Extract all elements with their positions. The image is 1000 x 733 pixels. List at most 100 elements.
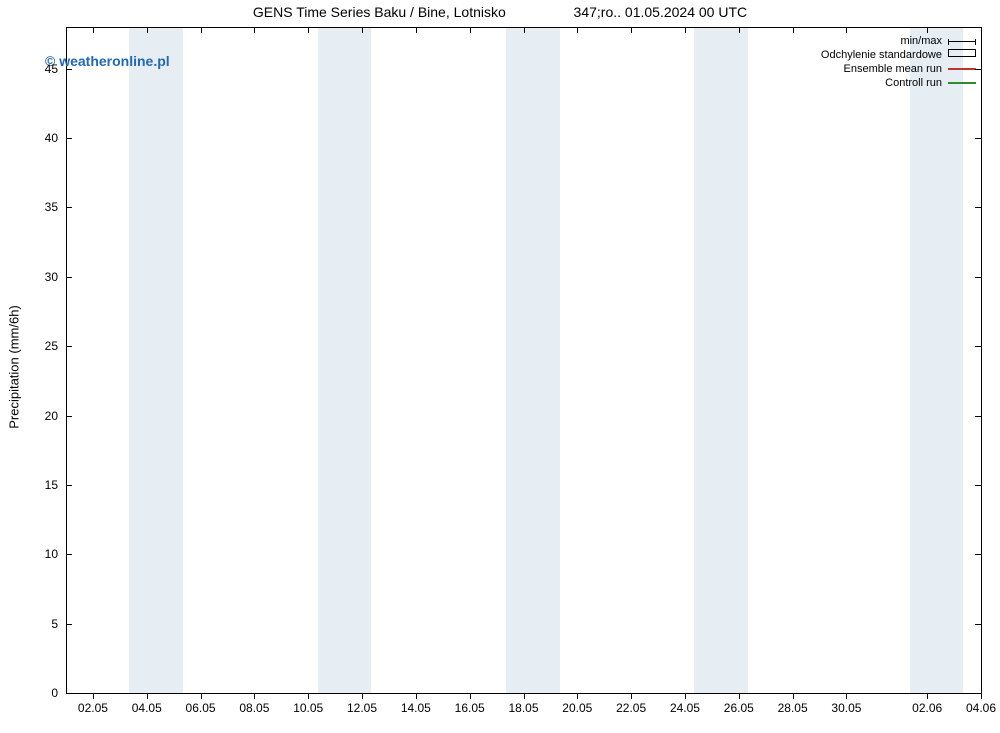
y-tick-mark [66, 69, 72, 70]
x-tick-mark [201, 27, 202, 33]
x-tick-mark [362, 693, 363, 699]
x-tick-mark [308, 27, 309, 33]
x-tick-label: 12.05 [347, 701, 377, 715]
x-tick-mark [739, 693, 740, 699]
y-tick-label: 5 [28, 617, 58, 631]
y-tick-mark [66, 277, 72, 278]
y-axis-line [66, 27, 67, 693]
legend-swatch [948, 49, 976, 57]
x-tick-mark [739, 27, 740, 33]
x-tick-label: 20.05 [562, 701, 592, 715]
x-tick-mark [793, 27, 794, 33]
x-tick-mark [308, 693, 309, 699]
x-tick-mark [685, 27, 686, 33]
x-tick-mark [147, 693, 148, 699]
y-tick-label: 20 [28, 409, 58, 423]
y-tick-mark [975, 207, 981, 208]
x-tick-label: 16.05 [455, 701, 485, 715]
y-tick-mark [66, 624, 72, 625]
y-tick-mark [975, 346, 981, 347]
y-tick-mark [66, 346, 72, 347]
x-tick-label: 02.06 [912, 701, 942, 715]
legend-item: Odchylenie standardowe [821, 48, 976, 62]
x-tick-mark [362, 27, 363, 33]
x-tick-mark [981, 693, 982, 699]
x-tick-mark [927, 27, 928, 33]
x-tick-mark [981, 27, 982, 33]
legend-label: Ensemble mean run [844, 63, 942, 75]
y-tick-label: 45 [28, 62, 58, 76]
x-tick-label: 26.05 [724, 701, 754, 715]
x-tick-label: 02.05 [78, 701, 108, 715]
x-tick-mark [524, 693, 525, 699]
legend-label: Controll run [885, 77, 942, 89]
chart-wrapper: GENS Time Series Baku / Bine, Lotnisko 3… [0, 0, 1000, 733]
x-tick-mark [524, 27, 525, 33]
x-tick-mark [793, 693, 794, 699]
x-tick-mark [93, 693, 94, 699]
x-tick-mark [631, 27, 632, 33]
x-tick-mark [846, 27, 847, 33]
y-tick-label: 0 [28, 686, 58, 700]
y-tick-mark [66, 416, 72, 417]
legend-label: Odchylenie standardowe [821, 49, 942, 61]
plot-area [66, 27, 982, 694]
y-axis-label: Precipitation (mm/6h) [7, 305, 22, 429]
y-tick-label: 30 [28, 270, 58, 284]
title-right: 347;ro.. 01.05.2024 00 UTC [574, 4, 748, 20]
x-tick-mark [254, 693, 255, 699]
legend: min/max Odchylenie standardowe Ensemble me… [821, 34, 976, 90]
x-tick-label: 24.05 [670, 701, 700, 715]
y-tick-mark [975, 554, 981, 555]
x-tick-label: 04.06 [966, 701, 996, 715]
x-tick-mark [147, 27, 148, 33]
legend-swatch [948, 82, 976, 84]
x-tick-mark [685, 693, 686, 699]
chart-title: GENS Time Series Baku / Bine, Lotnisko 3… [0, 4, 1000, 20]
title-left: GENS Time Series Baku / Bine, Lotnisko [253, 4, 506, 20]
y-tick-mark [975, 277, 981, 278]
x-tick-mark [254, 27, 255, 33]
x-tick-label: 28.05 [778, 701, 808, 715]
weekend-band [318, 28, 372, 694]
x-tick-mark [846, 693, 847, 699]
y-tick-label: 40 [28, 131, 58, 145]
y-tick-mark [66, 554, 72, 555]
y-tick-mark [66, 207, 72, 208]
y-tick-mark [975, 138, 981, 139]
x-tick-mark [577, 27, 578, 33]
x-tick-mark [93, 27, 94, 33]
x-tick-mark [416, 27, 417, 33]
legend-swatch [948, 68, 976, 70]
y-tick-mark [975, 485, 981, 486]
x-tick-label: 30.05 [831, 701, 861, 715]
x-tick-label: 08.05 [239, 701, 269, 715]
y-tick-label: 15 [28, 478, 58, 492]
x-tick-mark [470, 27, 471, 33]
y-tick-mark [975, 69, 981, 70]
y-tick-label: 25 [28, 339, 58, 353]
y-tick-mark [66, 693, 72, 694]
x-tick-label: 22.05 [616, 701, 646, 715]
weekend-band [910, 28, 964, 694]
legend-item: Controll run [821, 76, 976, 90]
x-tick-label: 14.05 [401, 701, 431, 715]
x-tick-mark [201, 693, 202, 699]
y-tick-mark [66, 485, 72, 486]
y-tick-label: 35 [28, 200, 58, 214]
x-tick-label: 06.05 [186, 701, 216, 715]
y-tick-mark [66, 138, 72, 139]
x-tick-mark [577, 693, 578, 699]
weekend-band [129, 28, 183, 694]
y-tick-label: 10 [28, 547, 58, 561]
legend-item: Ensemble mean run [821, 62, 976, 76]
x-tick-label: 04.05 [132, 701, 162, 715]
legend-swatch [948, 41, 976, 42]
y-tick-mark [975, 416, 981, 417]
y-tick-mark [975, 624, 981, 625]
legend-label: min/max [900, 35, 942, 47]
x-tick-mark [470, 693, 471, 699]
weekend-band [694, 28, 748, 694]
x-tick-mark [416, 693, 417, 699]
weekend-band [506, 28, 560, 694]
